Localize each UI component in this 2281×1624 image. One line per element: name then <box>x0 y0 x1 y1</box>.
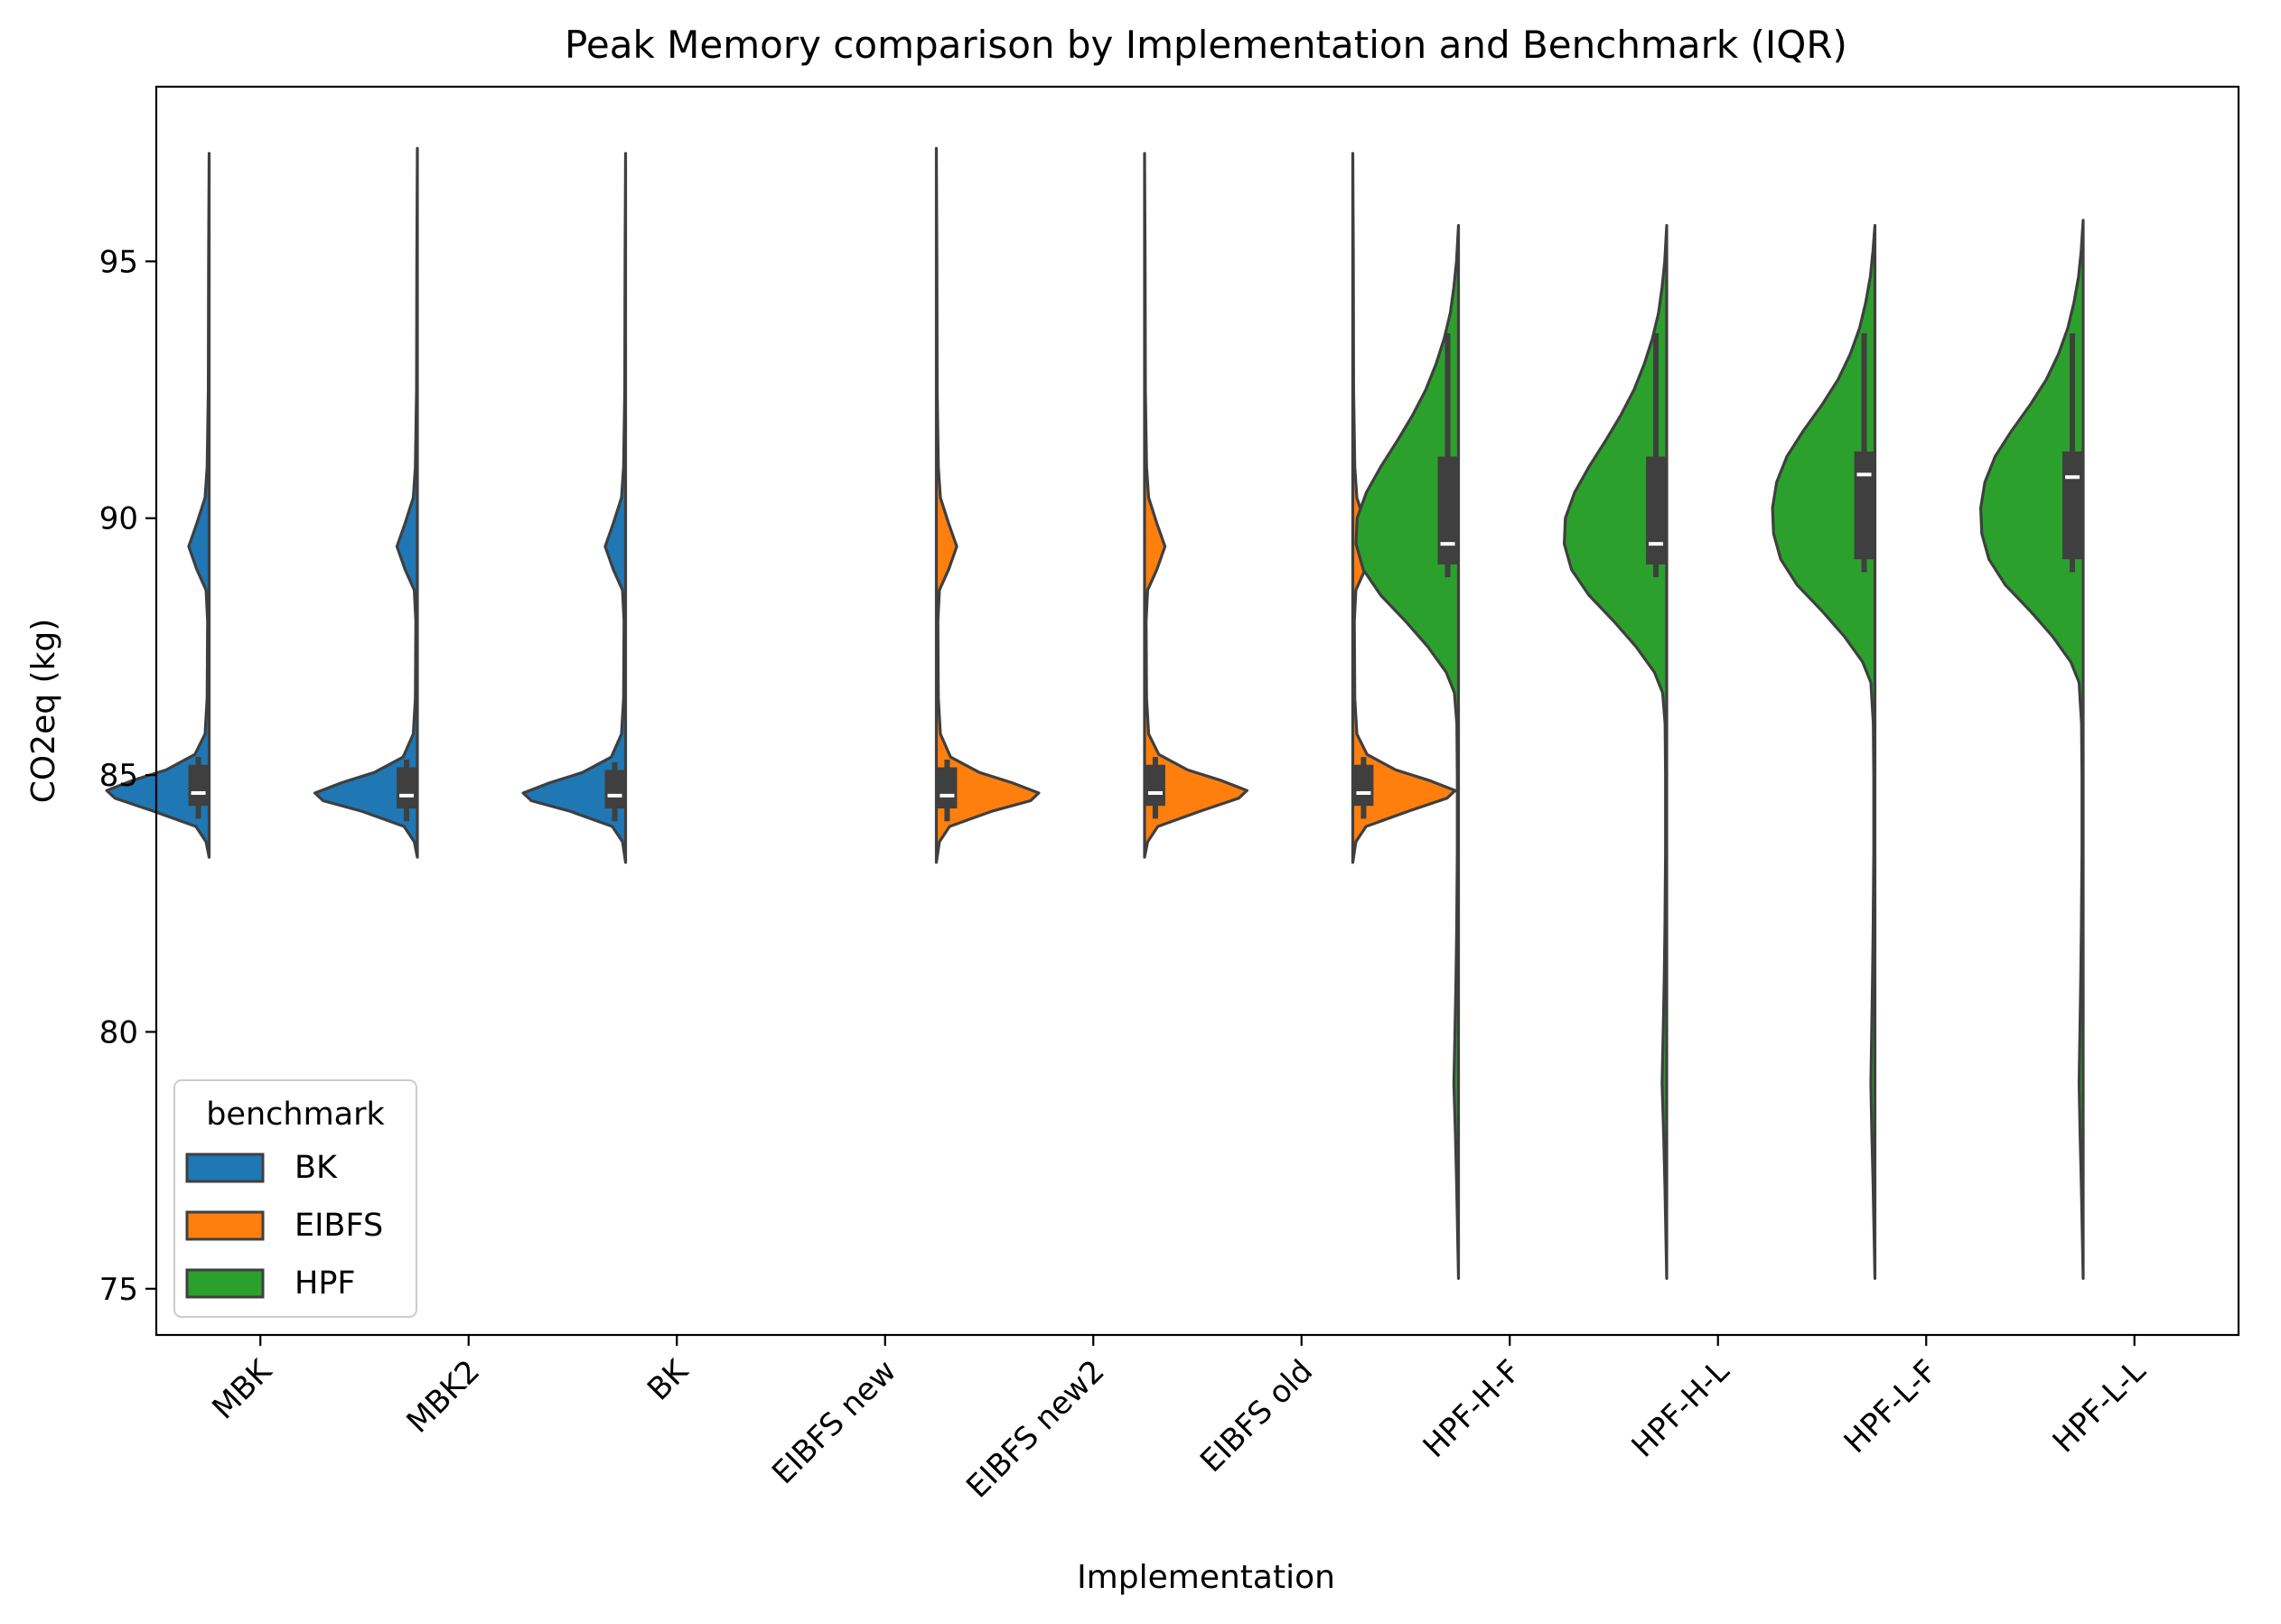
legend-label: HPF <box>294 1265 356 1302</box>
legend-label: BK <box>294 1150 338 1186</box>
violin-hpf-h-l <box>1563 224 1669 1280</box>
legend-swatch <box>185 1153 265 1183</box>
legend-swatch <box>185 1210 265 1241</box>
x-axis-label: Implementation <box>1077 1559 1335 1596</box>
iqr-box <box>1854 451 1874 560</box>
iqr-box <box>397 767 417 809</box>
y-tick-label: 85 <box>99 758 138 794</box>
iqr-box <box>604 770 625 809</box>
legend-swatch <box>185 1268 265 1299</box>
iqr-box <box>2062 451 2083 560</box>
iqr-box <box>1145 764 1165 807</box>
y-axis: 75 80 85 90 95 <box>99 244 156 1308</box>
legend-label: EIBFS <box>294 1208 383 1244</box>
iqr-box <box>188 764 209 807</box>
iqr-box <box>1353 764 1374 807</box>
plot-frame <box>154 85 2240 1337</box>
legend-title: benchmark <box>206 1097 385 1133</box>
y-tick-label: 75 <box>99 1272 138 1308</box>
chart-title: Peak Memory comparison by Implementation… <box>565 23 1847 67</box>
iqr-box <box>1437 456 1458 565</box>
y-tick-label: 95 <box>99 244 138 280</box>
violin-hpf-l-l <box>1979 219 2085 1280</box>
legend: benchmark BK EIBFS HPF <box>173 1079 417 1318</box>
violin-hpf-h-f <box>1354 224 1461 1280</box>
legend-entries: BK EIBFS HPF <box>185 1150 383 1302</box>
iqr-box <box>1646 456 1667 565</box>
iqr-box <box>937 767 958 809</box>
violin-hpf-l-f <box>1771 224 1877 1280</box>
y-tick-label: 80 <box>99 1014 138 1050</box>
y-axis-label: CO2eq (kg) <box>25 619 62 804</box>
violin-layer <box>105 146 2085 1280</box>
legend-frame <box>173 1079 417 1318</box>
y-tick-label: 90 <box>99 501 138 537</box>
